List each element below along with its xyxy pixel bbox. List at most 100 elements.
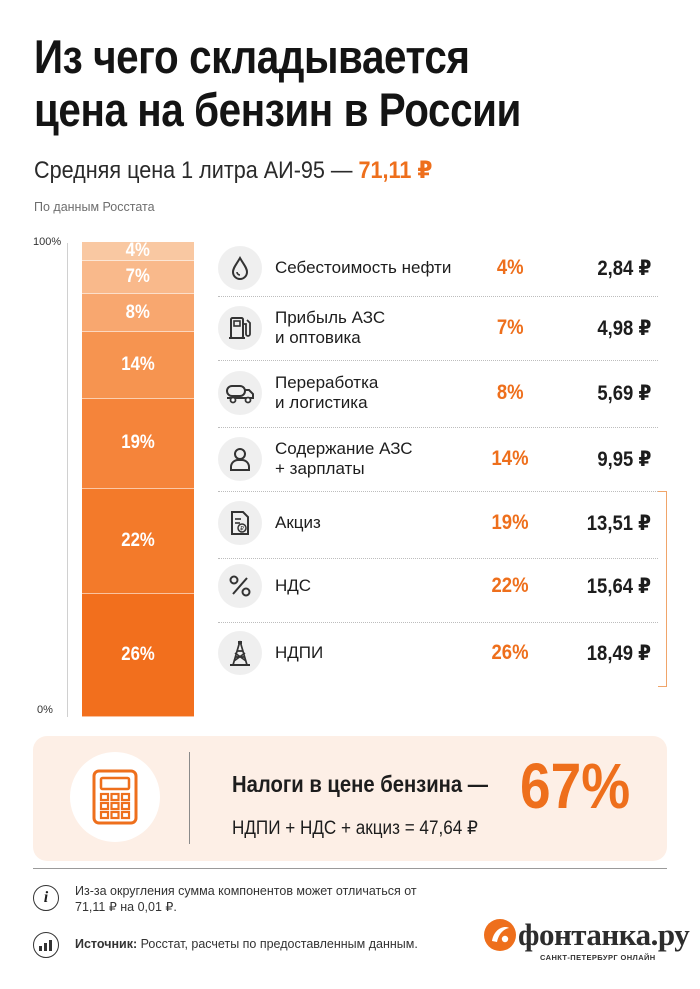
row-percent: 7%	[480, 316, 540, 340]
footer-divider	[33, 868, 667, 869]
row-label: Содержание АЗС + зарплаты	[275, 439, 413, 479]
bar-segment: 7%	[82, 261, 194, 295]
percent-icon	[218, 564, 262, 608]
tax-summary-percent: 67%	[520, 750, 631, 822]
bar-segment: 19%	[82, 398, 194, 489]
bar-segment-label: 22%	[121, 529, 155, 551]
fontanka-logo[interactable]: фонтанка.ру САНКТ-ПЕТЕРБУРГ ОНЛАЙН	[482, 915, 690, 965]
y-axis-label-bottom: 0%	[37, 704, 53, 716]
row-label-line-1: НДС	[275, 576, 312, 595]
row-label-line-1: НДПИ	[275, 643, 324, 662]
breakdown-row: НДПИ 26% 18,49 ₽	[218, 631, 658, 677]
tanker-truck-icon	[218, 371, 262, 415]
logo-tagline: САНКТ-ПЕТЕРБУРГ ОНЛАЙН	[540, 953, 656, 962]
row-value: 5,69 ₽	[553, 381, 651, 406]
row-label-line-1: Себестоимость нефти	[275, 258, 452, 277]
row-label-line-2: и оптовика	[275, 328, 361, 347]
row-percent: 14%	[480, 447, 540, 471]
person-icon	[218, 437, 262, 481]
row-label: НДПИ	[275, 643, 323, 663]
row-percent-text: 26%	[491, 641, 529, 664]
row-label-line-2: и логистика	[275, 393, 368, 412]
row-percent-text: 22%	[491, 574, 529, 597]
breakdown-row: Переработка и логистика 8% 5,69 ₽	[218, 371, 658, 417]
bar-segment-label: 4%	[125, 240, 151, 261]
page-title: Из чего складывается цена на бензин в Ро…	[34, 30, 584, 136]
row-value-text: 5,69 ₽	[597, 382, 651, 405]
source-label: Источник:	[75, 937, 138, 951]
row-separator	[218, 296, 658, 297]
logo-text: фонтанка.ру	[518, 917, 690, 952]
stacked-bar-chart: 26% 22% 19% 14% 8% 7% 4%	[82, 240, 194, 717]
row-label-line-1: Акциз	[275, 513, 321, 532]
y-axis-label-top: 100%	[33, 236, 62, 248]
bar-segment-label: 7%	[125, 266, 151, 288]
row-label-line-1: Прибыль АЗС	[275, 308, 386, 327]
row-label: Акциз	[275, 513, 321, 533]
row-percent: 8%	[480, 381, 540, 405]
row-percent-text: 4%	[496, 256, 524, 279]
row-value-text: 18,49 ₽	[586, 642, 651, 665]
bar-segment: 14%	[82, 332, 194, 399]
row-value: 2,84 ₽	[553, 256, 651, 281]
subtitle-text: Средняя цена 1 литра АИ-95 —	[34, 157, 359, 184]
row-value: 4,98 ₽	[553, 316, 651, 341]
row-label-line-1: Содержание АЗС	[275, 439, 413, 458]
tax-divider	[189, 752, 190, 844]
row-value: 13,51 ₽	[553, 511, 651, 536]
row-percent-text: 14%	[491, 447, 529, 470]
row-label: НДС	[275, 576, 311, 596]
fuel-pump-icon	[218, 306, 262, 350]
row-label-line-2: + зарплаты	[275, 459, 365, 478]
calculator-icon	[70, 752, 160, 842]
row-label: Переработка и логистика	[275, 373, 378, 413]
breakdown-row: Содержание АЗС + зарплаты 14% 9,95 ₽	[218, 437, 658, 483]
row-value-text: 13,51 ₽	[586, 512, 651, 535]
row-percent-text: 7%	[496, 316, 524, 339]
bar-segment: 22%	[82, 489, 194, 594]
row-label: Прибыль АЗС и оптовика	[275, 308, 385, 348]
bar-segment: 26%	[82, 593, 194, 717]
row-separator	[218, 360, 658, 361]
row-value: 15,64 ₽	[553, 574, 651, 599]
source-text: Росстат, расчеты по предоставленным данн…	[137, 937, 418, 951]
taxes-bracket	[658, 491, 667, 687]
row-percent: 22%	[480, 574, 540, 598]
breakdown-row: Себестоимость нефти 4% 2,84 ₽	[218, 246, 658, 292]
row-value-text: 4,98 ₽	[597, 317, 651, 340]
row-label-line-1: Переработка	[275, 373, 379, 392]
row-value: 18,49 ₽	[553, 641, 651, 666]
title-line-2: цена на бензин в России	[34, 83, 521, 136]
bar-segment: 4%	[82, 240, 194, 261]
info-icon: i	[33, 885, 59, 911]
chart-icon	[33, 932, 59, 958]
row-separator	[218, 427, 658, 428]
row-separator	[218, 622, 658, 623]
row-percent-text: 19%	[491, 511, 529, 534]
row-percent: 4%	[480, 256, 540, 280]
bar-segment-label: 8%	[125, 301, 151, 323]
breakdown-row: ₽ Акциз 19% 13,51 ₽	[218, 501, 658, 547]
row-percent-text: 8%	[496, 381, 524, 404]
bar-segment-label: 26%	[121, 643, 155, 665]
row-value-text: 15,64 ₽	[586, 575, 651, 598]
breakdown-row: НДС 22% 15,64 ₽	[218, 564, 658, 610]
y-axis-line	[67, 243, 68, 717]
source-line: Источник: Росстат, расчеты по предоставл…	[75, 937, 418, 951]
subtitle-price: 71,11 ₽	[358, 157, 433, 184]
document-ruble-icon: ₽	[218, 501, 262, 545]
row-percent: 26%	[480, 641, 540, 665]
row-value: 9,95 ₽	[553, 447, 651, 472]
row-percent: 19%	[480, 511, 540, 535]
tax-summary-formula: НДПИ + НДС + акциз = 47,64 ₽	[232, 818, 478, 839]
rounding-note: Из-за округления сумма компонентов может…	[75, 884, 417, 914]
source-note: По данным Росстата	[34, 200, 155, 214]
subtitle: Средняя цена 1 литра АИ-95 — 71,11 ₽	[34, 156, 432, 185]
title-line-1: Из чего складывается	[34, 30, 470, 83]
row-separator	[218, 558, 658, 559]
row-separator	[218, 491, 658, 492]
row-label: Себестоимость нефти	[275, 258, 451, 278]
breakdown-row: Прибыль АЗС и оптовика 7% 4,98 ₽	[218, 306, 658, 352]
row-value-text: 2,84 ₽	[597, 257, 651, 280]
oil-drop-icon	[218, 246, 262, 290]
